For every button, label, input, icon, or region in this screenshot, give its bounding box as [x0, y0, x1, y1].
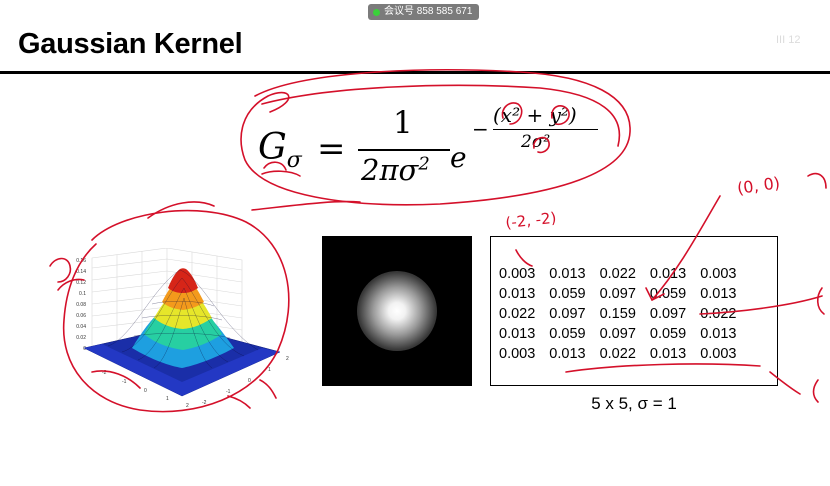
matrix-cell: 0.013 — [700, 326, 737, 342]
kernel-matrix-box: 0.003 0.013 0.022 0.013 0.003 0.013 0.05… — [490, 236, 778, 386]
formula-fraction-bar — [358, 149, 450, 151]
meeting-id-label: 会议号 858 585 671 — [384, 6, 473, 17]
x-tick: -1 — [122, 379, 127, 385]
z-tick: 0.16 — [76, 258, 86, 264]
meeting-id-badge[interactable]: 会议号 858 585 671 — [368, 4, 480, 20]
faint-corner-text: III 12 — [776, 34, 801, 46]
matrix-cell: 0.097 — [549, 306, 586, 322]
matrix-cell: 0.013 — [549, 346, 586, 362]
formula-exp-numerator: (x² + y²) — [493, 103, 577, 127]
formula-exp-denominator: 2σ² — [521, 132, 551, 152]
ink-top-right-curl — [807, 172, 827, 189]
formula-lhs: Gσ — [258, 127, 302, 174]
matrix-cell: 0.013 — [649, 346, 687, 362]
y-tick: 0 — [248, 378, 251, 384]
kernel-matrix: 0.003 0.013 0.022 0.013 0.003 0.013 0.05… — [499, 265, 736, 365]
gaussian-formula: Gσ = 1 2πσ2 e − (x² + y²) 2σ² — [255, 103, 615, 200]
formula-base: e — [450, 141, 467, 174]
z-tick: 0.02 — [76, 335, 86, 341]
y-tick: 1 — [268, 367, 271, 373]
title-rule — [0, 71, 830, 74]
formula-denominator: 2πσ2 — [361, 153, 430, 187]
gaussian-blur-image — [322, 236, 472, 386]
matrix-row: 0.013 0.059 0.097 0.059 0.013 — [499, 285, 736, 305]
ink-label-origin: (0, 0) — [736, 173, 781, 198]
matrix-row: 0.003 0.013 0.022 0.013 0.003 — [499, 345, 736, 365]
y-tick: -1 — [226, 389, 231, 395]
z-tick: 0.1 — [79, 291, 86, 297]
slide-title: Gaussian Kernel — [18, 28, 243, 60]
ink-label-corner: (-2, -2) — [505, 209, 558, 232]
z-tick: 0.12 — [76, 280, 86, 286]
matrix-cell: 0.013 — [549, 266, 586, 282]
z-tick: 0.08 — [76, 302, 86, 308]
x-tick: -2 — [102, 370, 107, 376]
matrix-cell: 0.013 — [499, 326, 536, 342]
y-tick: -2 — [202, 400, 207, 406]
matrix-cell: 0.003 — [499, 266, 536, 282]
matrix-row: 0.013 0.059 0.097 0.059 0.013 — [499, 325, 736, 345]
matrix-cell: 0.022 — [700, 306, 737, 322]
matrix-cell: 0.059 — [549, 326, 586, 342]
matrix-cell: 0.059 — [549, 286, 586, 302]
matrix-cell: 0.059 — [649, 326, 687, 342]
formula-exp-sign: − — [472, 117, 489, 141]
ink-plot-top-swoosh — [147, 201, 215, 219]
formula-exp-bar — [493, 129, 598, 130]
matrix-cell: 0.022 — [599, 346, 636, 362]
gaussian-3d-surface-plot: 0.16 0.14 0.12 0.1 0.08 0.06 0.04 0.02 0… — [76, 248, 289, 408]
ink-right-edge-1 — [816, 287, 825, 315]
matrix-row: 0.022 0.097 0.159 0.097 0.022 — [499, 305, 736, 325]
connection-status-icon — [373, 8, 380, 16]
ink-formula-tail — [251, 200, 361, 211]
matrix-cell: 0.013 — [649, 266, 687, 282]
x-tick: 2 — [186, 403, 189, 408]
matrix-cell: 0.059 — [649, 286, 687, 302]
matrix-caption: 5 x 5, σ = 1 — [591, 394, 677, 413]
matrix-cell: 0.013 — [700, 286, 737, 302]
matrix-cell: 0.003 — [700, 266, 737, 282]
matrix-row: 0.003 0.013 0.022 0.013 0.003 — [499, 265, 736, 285]
matrix-cell: 0.159 — [599, 306, 636, 322]
matrix-cell: 0.022 — [499, 306, 536, 322]
gaussian-blur-spot — [357, 271, 437, 351]
formula-equals: = — [317, 129, 346, 169]
z-tick: 0.04 — [76, 324, 86, 330]
y-tick: 2 — [286, 356, 289, 362]
x-tick: 0 — [144, 388, 147, 394]
x-tick: 1 — [166, 396, 169, 402]
plot-z-ticks: 0.16 0.14 0.12 0.1 0.08 0.06 0.04 0.02 0 — [76, 258, 86, 352]
ink-right-edge-3 — [812, 379, 819, 403]
formula-numerator: 1 — [393, 105, 413, 141]
matrix-cell: 0.097 — [649, 306, 687, 322]
matrix-cell: 0.097 — [599, 286, 636, 302]
matrix-cell: 0.022 — [599, 266, 636, 282]
z-tick: 0.14 — [76, 269, 86, 275]
matrix-cell: 0.003 — [499, 346, 536, 362]
matrix-cell: 0.003 — [700, 346, 737, 362]
matrix-cell: 0.097 — [599, 326, 636, 342]
matrix-cell: 0.013 — [499, 286, 536, 302]
z-tick: 0.06 — [76, 313, 86, 319]
